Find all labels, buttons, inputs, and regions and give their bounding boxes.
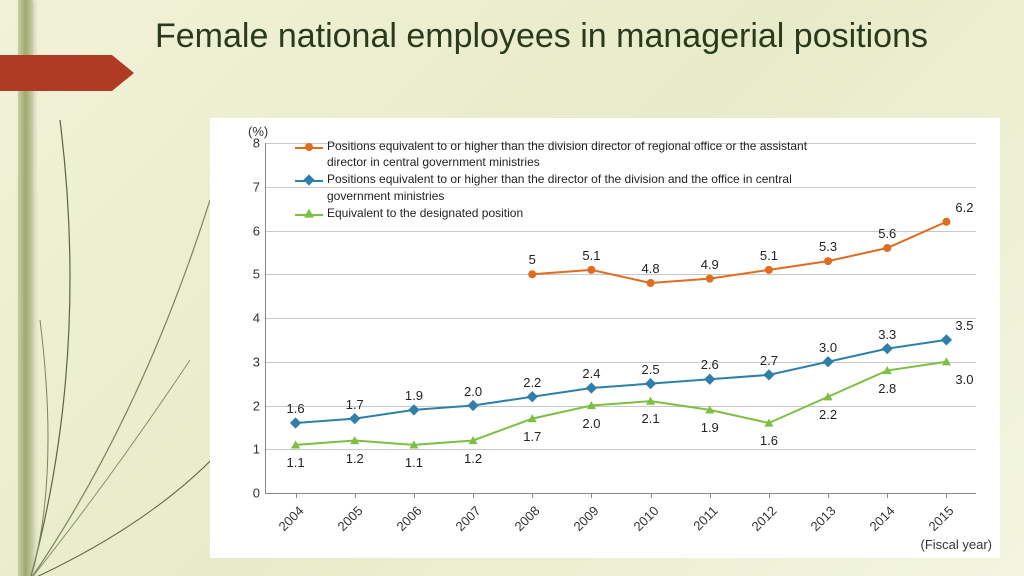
legend-item: Equivalent to the designated position bbox=[295, 205, 835, 221]
legend-item: Positions equivalent to or higher than t… bbox=[295, 171, 835, 203]
data-label: 1.2 bbox=[346, 451, 364, 466]
x-tick-label: 2010 bbox=[630, 503, 661, 534]
y-tick-label: 1 bbox=[253, 442, 260, 457]
chart-legend: Positions equivalent to or higher than t… bbox=[295, 138, 835, 222]
data-label: 5.1 bbox=[760, 248, 778, 263]
data-label: 1.2 bbox=[464, 451, 482, 466]
x-tick-label: 2013 bbox=[808, 503, 839, 534]
x-tick-label: 2009 bbox=[571, 503, 602, 534]
data-label: 5.3 bbox=[819, 239, 837, 254]
y-tick-label: 7 bbox=[253, 179, 260, 194]
data-label: 1.1 bbox=[405, 455, 423, 470]
data-label: 1.7 bbox=[346, 397, 364, 412]
data-label: 5 bbox=[529, 252, 536, 267]
data-label: 4.9 bbox=[701, 257, 719, 272]
x-tick-label: 2007 bbox=[453, 503, 484, 534]
x-tick-label: 2006 bbox=[393, 503, 424, 534]
data-label: 1.6 bbox=[287, 401, 305, 416]
data-label: 2.7 bbox=[760, 353, 778, 368]
data-label: 6.2 bbox=[955, 200, 973, 215]
slide: Female national employees in managerial … bbox=[0, 0, 1024, 576]
y-tick-label: 5 bbox=[253, 267, 260, 282]
series-line bbox=[296, 340, 947, 423]
data-label: 2.2 bbox=[523, 375, 541, 390]
data-label: 5.6 bbox=[878, 226, 896, 241]
y-tick-label: 6 bbox=[253, 223, 260, 238]
data-label: 2.5 bbox=[642, 362, 660, 377]
x-tick-label: 2011 bbox=[690, 503, 720, 533]
legend-label: Positions equivalent to or higher than t… bbox=[327, 171, 835, 203]
x-tick-label: 2004 bbox=[275, 503, 306, 534]
x-tick-label: 2005 bbox=[334, 503, 365, 534]
y-tick-label: 0 bbox=[253, 486, 260, 501]
data-label: 5.1 bbox=[582, 248, 600, 263]
x-tick-label: 2014 bbox=[867, 503, 898, 534]
slide-title: Female national employees in managerial … bbox=[155, 15, 975, 58]
data-label: 1.9 bbox=[405, 388, 423, 403]
data-label: 2.0 bbox=[582, 416, 600, 431]
legend-label: Equivalent to the designated position bbox=[327, 205, 523, 221]
x-tick-label: 2008 bbox=[512, 503, 543, 534]
data-label: 1.1 bbox=[287, 455, 305, 470]
y-tick-label: 4 bbox=[253, 311, 260, 326]
data-label: 1.7 bbox=[523, 429, 541, 444]
data-label: 1.9 bbox=[701, 420, 719, 435]
y-tick-label: 2 bbox=[253, 398, 260, 413]
legend-label: Positions equivalent to or higher than t… bbox=[327, 138, 835, 170]
data-label: 3.3 bbox=[878, 327, 896, 342]
data-label: 1.6 bbox=[760, 433, 778, 448]
data-label: 4.8 bbox=[642, 261, 660, 276]
data-label: 2.2 bbox=[819, 407, 837, 422]
x-tick-label: 2012 bbox=[748, 503, 779, 534]
data-label: 2.1 bbox=[642, 411, 660, 426]
data-label: 3.5 bbox=[955, 318, 973, 333]
data-label: 3.0 bbox=[819, 340, 837, 355]
data-label: 2.4 bbox=[582, 366, 600, 381]
data-label: 2.0 bbox=[464, 384, 482, 399]
data-label: 2.8 bbox=[878, 381, 896, 396]
x-tick-label: 2015 bbox=[926, 503, 957, 534]
y-tick-label: 8 bbox=[253, 136, 260, 151]
data-label: 2.6 bbox=[701, 357, 719, 372]
series-line bbox=[296, 362, 947, 445]
title-arrow-icon bbox=[0, 55, 140, 91]
legend-item: Positions equivalent to or higher than t… bbox=[295, 138, 835, 170]
x-axis-label: (Fiscal year) bbox=[920, 537, 992, 552]
y-tick-label: 3 bbox=[253, 354, 260, 369]
chart-container: (%) Positions equivalent to or higher th… bbox=[210, 118, 1000, 558]
data-label: 3.0 bbox=[955, 372, 973, 387]
